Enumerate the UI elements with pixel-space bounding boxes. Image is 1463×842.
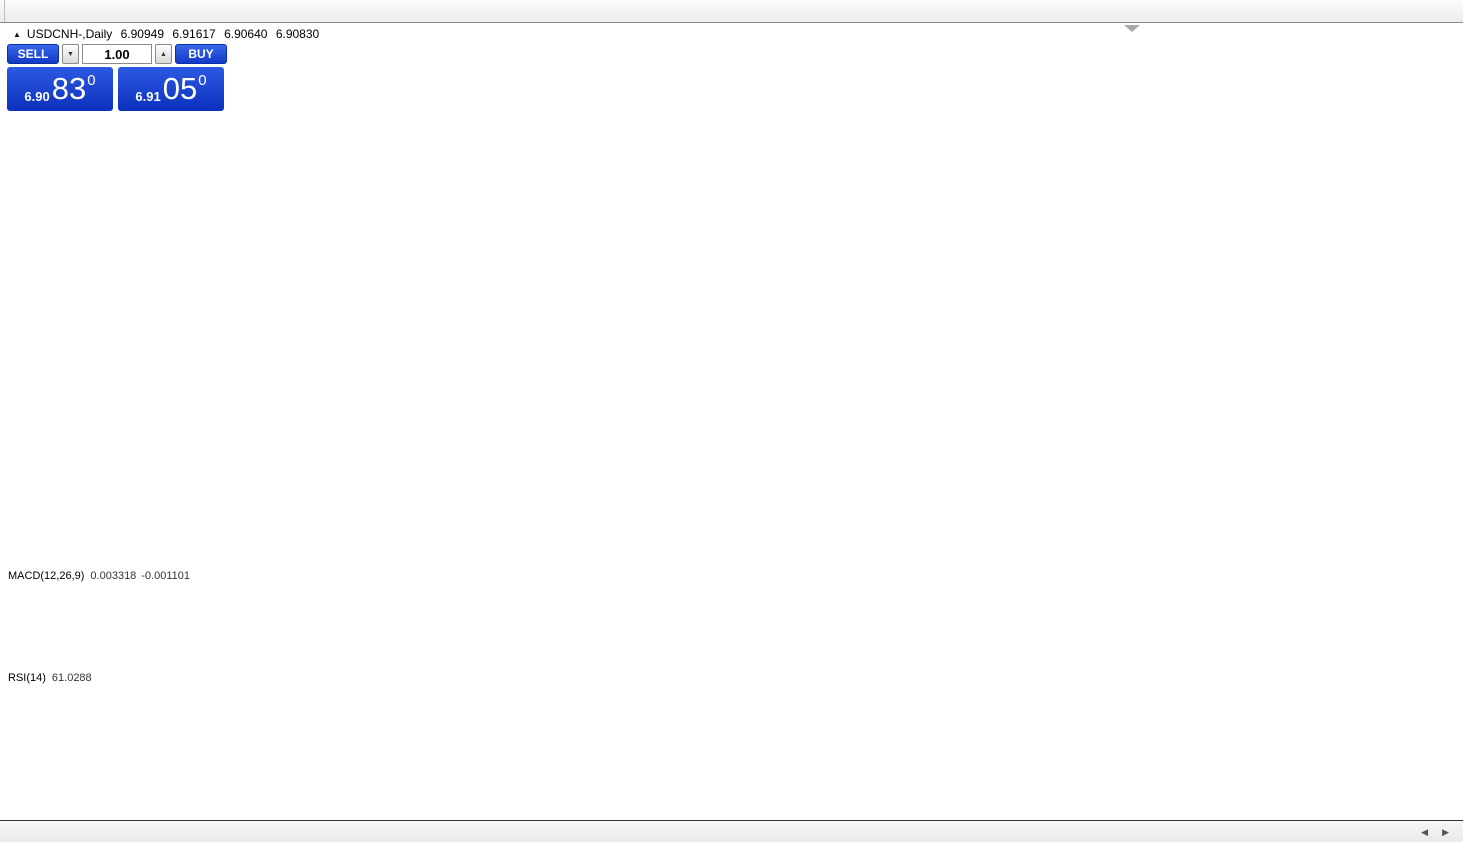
volume-decrease-button[interactable]: ▼ [62,44,79,64]
buy-button[interactable]: BUY [175,44,227,64]
sell-price-big: 83 [51,71,87,106]
chart-tab-bar: ◀ ▶ [0,820,1463,842]
tab-scroll-right-icon[interactable]: ▶ [1442,826,1449,837]
buy-price-pip: 0 [198,72,207,89]
buy-price-box[interactable]: 6.91 05 0 [118,67,224,111]
sell-button[interactable]: SELL [7,44,59,64]
ohlc-high: 6.91617 [172,27,216,41]
ohlc-low: 6.90640 [224,27,268,41]
spin-down-icon: ▼ [67,50,74,58]
macd-value-main: 0.003318 [90,570,137,582]
macd-value-signal: -0.001101 [141,570,191,582]
sell-price-pip: 0 [87,72,96,89]
sell-price-box[interactable]: 6.90 83 0 [7,67,113,111]
chart-title: ▲ USDCNH-,Daily 6.90949 6.91617 6.90640 6… [13,27,324,41]
chart-scroll-marker-icon[interactable] [1124,25,1140,32]
tab-scroll-left-icon[interactable]: ◀ [1421,826,1429,837]
rsi-indicator-label: RSI(14) 61.0288 [8,672,92,684]
rsi-name: RSI(14) [8,672,46,684]
volume-increase-button[interactable]: ▲ [155,44,172,64]
macd-indicator-label: MACD(12,26,9) 0.003318 -0.001101 [8,570,190,582]
tab-scroll-arrows: ◀ ▶ [1421,821,1463,842]
sell-price-prefix: 6.90 [24,89,50,104]
chart-symbol-label: USDCNH-,Daily [26,27,113,41]
buy-price-prefix: 6.91 [135,89,161,104]
buy-price-big: 05 [162,71,198,106]
collapse-trade-panel-icon[interactable]: ▲ [13,30,21,39]
spin-up-icon: ▲ [160,50,167,58]
toolbar-separator [4,0,5,22]
ohlc-close: 6.90830 [275,27,320,41]
timeframe-toolbar [0,0,1463,23]
macd-name: MACD(12,26,9) [8,570,85,582]
ohlc-open: 6.90949 [120,27,164,41]
volume-input[interactable] [82,44,152,64]
rsi-value: 61.0288 [51,672,92,684]
